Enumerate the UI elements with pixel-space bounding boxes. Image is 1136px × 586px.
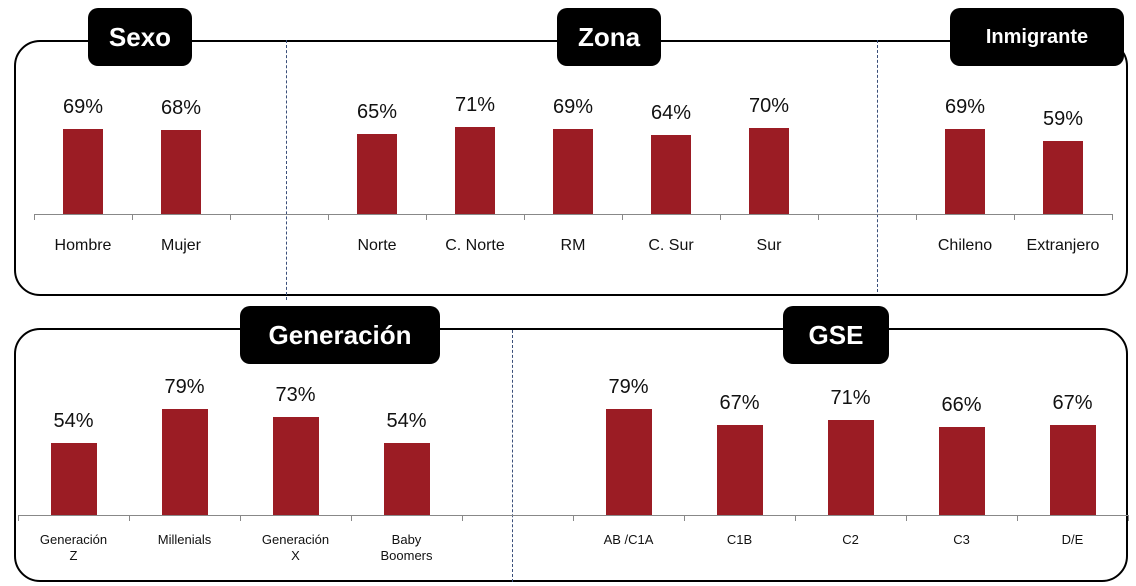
category-label: Generación X — [261, 532, 330, 563]
category-label: C1B — [726, 532, 753, 547]
bar — [1049, 425, 1096, 515]
value-label: 79% — [608, 376, 649, 399]
bar — [945, 129, 985, 214]
value-label: 66% — [941, 393, 982, 416]
axis-tick — [230, 214, 231, 220]
category-label: RM — [560, 237, 586, 254]
bar — [357, 134, 397, 214]
group-title: Zona — [557, 8, 661, 66]
category-label: Generación Z — [39, 532, 108, 563]
axis-tick — [684, 515, 685, 521]
axis-tick — [622, 214, 623, 220]
axis-tick — [328, 214, 329, 220]
value-label: 70% — [748, 94, 790, 117]
panel-bottom — [14, 328, 1128, 582]
category-label: Hombre — [54, 237, 112, 254]
value-label: 67% — [1052, 392, 1093, 415]
divider — [286, 40, 287, 300]
bar — [272, 417, 319, 515]
value-label: 54% — [386, 409, 427, 432]
value-label: 71% — [830, 386, 871, 409]
value-label: 65% — [356, 101, 398, 124]
category-label: C. Norte — [445, 237, 505, 254]
value-label: 69% — [552, 96, 594, 119]
axis-tick — [18, 515, 19, 521]
category-label: D/E — [1061, 532, 1084, 547]
value-label: 59% — [1042, 108, 1084, 131]
category-label: Millenials — [157, 532, 212, 547]
bar — [716, 425, 763, 515]
axis-tick — [795, 515, 796, 521]
bar — [827, 419, 874, 515]
value-label: 71% — [454, 93, 496, 116]
category-label: Chileno — [937, 237, 993, 254]
value-label: 73% — [275, 384, 316, 407]
category-label: C. Sur — [648, 237, 694, 254]
axis-tick — [916, 214, 917, 220]
value-label: 79% — [164, 376, 205, 399]
axis-tick — [573, 515, 574, 521]
axis-tick — [462, 515, 463, 521]
axis-tick — [1014, 214, 1015, 220]
bar — [161, 130, 201, 214]
axis-tick — [1112, 214, 1113, 220]
bar — [605, 409, 652, 515]
category-label: C3 — [953, 532, 970, 547]
category-label: Extranjero — [1026, 237, 1100, 254]
bar — [1043, 141, 1083, 214]
bar — [651, 135, 691, 214]
axis-tick — [132, 214, 133, 220]
value-label: 69% — [62, 96, 104, 119]
axis-tick — [818, 214, 819, 220]
axis-tick — [426, 214, 427, 220]
group-title: Generación — [240, 306, 440, 364]
group-title: Inmigrante — [950, 8, 1124, 66]
axis-tick — [720, 214, 721, 220]
bar — [50, 442, 97, 515]
value-label: 54% — [53, 409, 94, 432]
axis-tick — [34, 214, 35, 220]
value-label: 67% — [719, 392, 760, 415]
bar — [938, 426, 985, 515]
group-title: Sexo — [88, 8, 192, 66]
axis-tick — [351, 515, 352, 521]
axis-tick — [524, 214, 525, 220]
bar — [63, 129, 103, 214]
divider — [877, 40, 878, 292]
category-label: Sur — [756, 237, 782, 254]
value-label: 64% — [650, 102, 692, 125]
bar — [383, 442, 430, 515]
bar — [455, 126, 495, 214]
category-label: Baby Boomers — [380, 532, 433, 563]
divider — [512, 330, 513, 582]
category-label: AB /C1A — [603, 532, 654, 547]
category-label: Mujer — [160, 237, 201, 254]
axis-tick — [1128, 515, 1129, 521]
axis-tick — [1017, 515, 1018, 521]
bar — [161, 409, 208, 515]
axis-tick — [906, 515, 907, 521]
bar — [749, 127, 789, 214]
axis-tick — [129, 515, 130, 521]
group-title: GSE — [783, 306, 889, 364]
category-label: C2 — [842, 532, 859, 547]
bar — [553, 129, 593, 214]
axis-tick — [240, 515, 241, 521]
value-label: 68% — [160, 97, 202, 120]
axis-line — [34, 214, 1112, 215]
value-label: 69% — [944, 96, 986, 119]
category-label: Norte — [357, 237, 397, 254]
